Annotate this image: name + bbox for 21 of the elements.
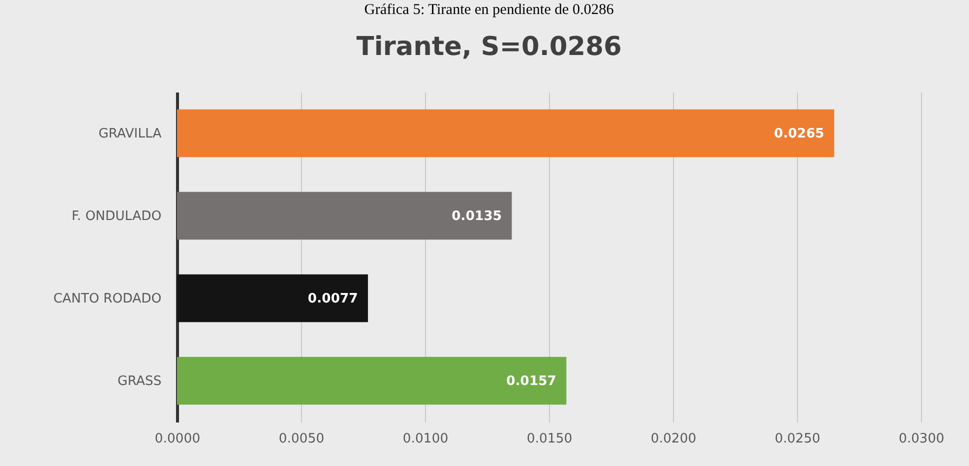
x-tick-label: 0.0250	[774, 432, 820, 446]
text: Gráfica 5: Tirante en pendiente de 0.0286	[364, 2, 614, 18]
data-label: 0.0135	[452, 208, 502, 224]
data-label: 0.0157	[506, 374, 556, 389]
x-tick-label: 0.0050	[278, 432, 324, 446]
x-tick-label: 0.0300	[898, 432, 944, 446]
y-tick-label: GRAVILLA	[98, 126, 162, 142]
bar	[177, 274, 368, 322]
x-tick-label: 0.0150	[526, 432, 572, 446]
chart-title: Tirante, S=0.0286	[356, 32, 622, 62]
x-tick-label: 0.0200	[650, 432, 696, 446]
y-tick-label: GRASS	[118, 374, 162, 389]
data-label: 0.0077	[308, 291, 358, 306]
bar	[177, 109, 834, 158]
bar	[177, 356, 566, 405]
data-label: 0.0265	[774, 126, 824, 142]
bar	[177, 192, 512, 240]
x-tick-label: 0.0000	[154, 432, 200, 446]
y-tick-label: F. ONDULADO	[72, 208, 162, 224]
y-tick-label: CANTO RODADO	[53, 291, 162, 306]
x-tick-label: 0.0100	[402, 432, 448, 446]
